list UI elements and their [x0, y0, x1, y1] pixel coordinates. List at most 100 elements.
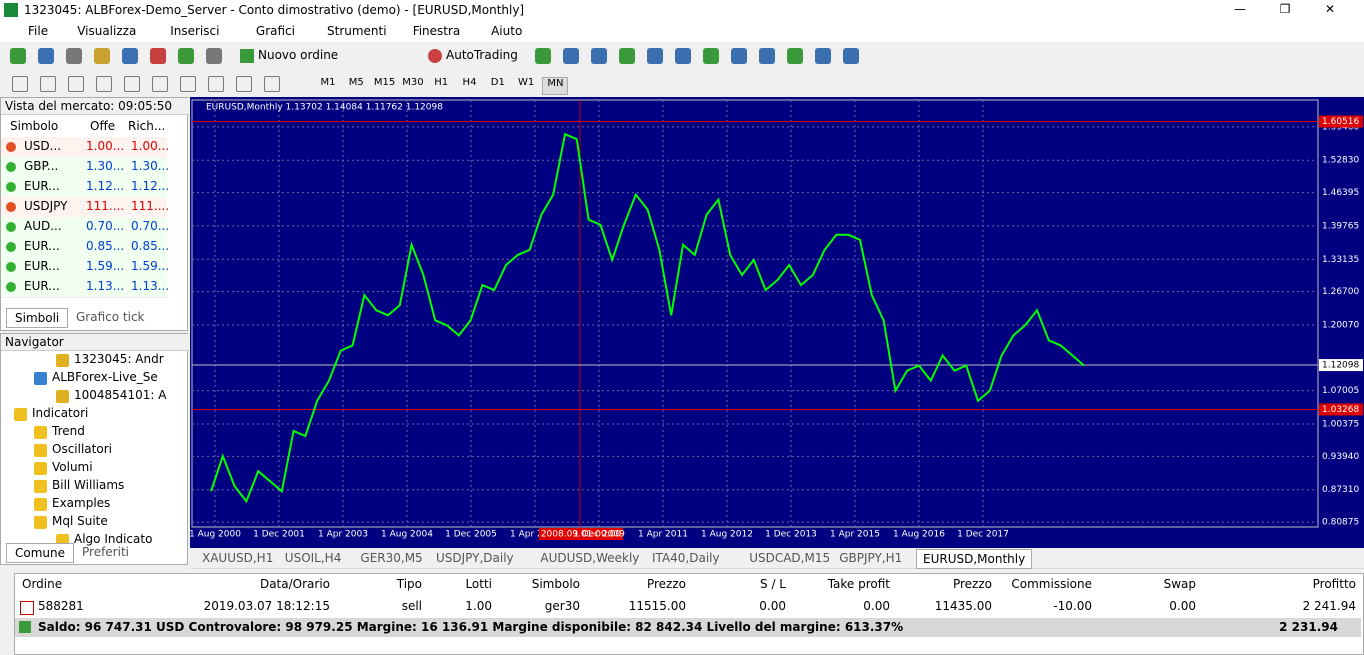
order-cell[interactable]: 588281	[38, 599, 84, 613]
tree-icon	[56, 390, 69, 403]
tool-icon[interactable]	[96, 76, 112, 92]
tree-item[interactable]: Examples	[52, 496, 111, 510]
order-cell[interactable]: 11435.00	[934, 599, 992, 613]
order-cell[interactable]: 2019.03.07 18:12:15	[203, 599, 330, 613]
toolbar-icon[interactable]	[731, 48, 747, 64]
order-cell[interactable]: 0.00	[1169, 599, 1196, 613]
order-cell[interactable]: 0.00	[759, 599, 786, 613]
chart-tab[interactable]: GBPJPY,H1	[839, 551, 903, 565]
new-order-button[interactable]: Nuovo ordine	[258, 48, 339, 62]
ask: 0.70...	[131, 219, 169, 233]
column-header: Offe	[90, 119, 116, 133]
price-tick-label: 1.20070	[1322, 320, 1359, 330]
order-cell[interactable]: 2 241.94	[1302, 599, 1356, 613]
direction-arrow	[6, 242, 16, 252]
tool-icon[interactable]	[236, 76, 252, 92]
tree-icon	[34, 480, 47, 493]
timeframe-button[interactable]: H1	[434, 77, 449, 88]
timeframe-button[interactable]: M15	[373, 77, 396, 88]
order-cell[interactable]: 11515.00	[628, 599, 686, 613]
tool-icon[interactable]	[180, 76, 196, 92]
menu-item[interactable]: Visualizza	[77, 24, 137, 38]
tree-item[interactable]: Volumi	[52, 460, 93, 474]
timeframe-button[interactable]: W1	[517, 77, 535, 88]
tree-item[interactable]: Bill Williams	[52, 478, 125, 492]
tree-item[interactable]: 1004854101: A	[74, 388, 167, 402]
order-cell[interactable]: 1.00	[465, 599, 492, 613]
timeframe-button[interactable]: M5	[348, 77, 364, 88]
toolbar-icon[interactable]	[675, 48, 691, 64]
window-button[interactable]: ❐	[1279, 2, 1291, 16]
toolbar-icon[interactable]	[843, 48, 859, 64]
tool-icon[interactable]	[124, 76, 140, 92]
tree-item[interactable]: ALBForex-Live_Se	[52, 370, 158, 384]
navigator-panel	[0, 333, 188, 565]
toolbar-icon[interactable]	[619, 48, 635, 64]
toolbar-icon[interactable]	[563, 48, 579, 64]
panel-tab[interactable]: Grafico tick	[76, 310, 145, 324]
toolbar-icon[interactable]	[535, 48, 551, 64]
menu-item[interactable]: Grafici	[255, 24, 295, 38]
price-row[interactable]	[1, 277, 167, 298]
timeframe-button[interactable]: M1	[320, 77, 336, 88]
tree-item[interactable]: Algo Indicato	[74, 532, 153, 546]
price-tick-label: 0.80875	[1322, 518, 1359, 528]
toolbar-icon[interactable]	[591, 48, 607, 64]
menu-item[interactable]: Finestra	[412, 24, 461, 38]
chart-tab[interactable]: EURUSD,Monthly	[916, 549, 1033, 569]
panel-tab[interactable]: Preferiti	[82, 545, 129, 559]
menu-item[interactable]: Inserisci	[170, 24, 220, 38]
toolbar-icon[interactable]	[38, 48, 54, 64]
tool-icon[interactable]	[208, 76, 224, 92]
order-icon[interactable]	[20, 601, 34, 615]
window-button[interactable]: —	[1234, 2, 1246, 16]
window-button[interactable]: ✕	[1324, 2, 1336, 16]
timeframe-button[interactable]: M30	[402, 77, 424, 88]
toolbar-icon[interactable]	[703, 48, 719, 64]
panel-tab[interactable]: Comune	[6, 543, 75, 563]
tree-item[interactable]: Indicatori	[32, 406, 89, 420]
toolbar-icon[interactable]	[647, 48, 663, 64]
order-cell[interactable]: -10.00	[1053, 599, 1092, 613]
tool-icon[interactable]	[152, 76, 168, 92]
tool-icon[interactable]	[68, 76, 84, 92]
menu-item[interactable]: Strumenti	[327, 24, 387, 38]
toolbar-icon[interactable]	[66, 48, 82, 64]
chart-tab[interactable]: ITA40,Daily	[652, 551, 720, 565]
panel-tab[interactable]: Simboli	[6, 308, 69, 328]
timeframe-button[interactable]: D1	[490, 77, 505, 88]
tree-item[interactable]: Mql Suite	[52, 514, 108, 528]
toolbar-icon[interactable]	[122, 48, 138, 64]
tree-item[interactable]: 1323045: Andr	[74, 352, 164, 366]
chart-tab[interactable]: XAUUSD,H1	[202, 551, 274, 565]
tool-icon[interactable]	[264, 76, 280, 92]
tree-item[interactable]: Oscillatori	[52, 442, 112, 456]
toolbar-icon[interactable]	[178, 48, 194, 64]
toolbar-icon[interactable]	[94, 48, 110, 64]
toolbar-icon[interactable]	[759, 48, 775, 64]
autotrading-button[interactable]: AutoTrading	[446, 48, 518, 62]
menu-item[interactable]: File	[28, 24, 49, 38]
new-order-icon[interactable]	[240, 49, 254, 63]
autotrading-icon[interactable]	[428, 49, 442, 63]
chart-tab[interactable]: USOIL,H4	[284, 551, 342, 565]
toolbar-icon[interactable]	[10, 48, 26, 64]
tree-item[interactable]: Trend	[52, 424, 85, 438]
toolbar-icon[interactable]	[206, 48, 222, 64]
navigator-title: Navigator	[1, 334, 189, 351]
timeframe-button[interactable]: H4	[462, 77, 477, 88]
toolbar-icon[interactable]	[787, 48, 803, 64]
tool-icon[interactable]	[12, 76, 28, 92]
timeframe-button[interactable]: MN	[542, 77, 569, 95]
chart-tab[interactable]: USDJPY,Daily	[436, 551, 514, 565]
order-cell[interactable]: ger30	[544, 599, 580, 613]
order-cell[interactable]: 0.00	[863, 599, 890, 613]
toolbar-icon[interactable]	[150, 48, 166, 64]
order-cell[interactable]: sell	[401, 599, 422, 613]
toolbar-icon[interactable]	[815, 48, 831, 64]
chart-tab[interactable]: USDCAD,M15	[749, 551, 831, 565]
tool-icon[interactable]	[40, 76, 56, 92]
menu-item[interactable]: Aiuto	[491, 24, 523, 38]
chart-tab[interactable]: GER30,M5	[360, 551, 423, 565]
chart-tab[interactable]: AUDUSD,Weekly	[540, 551, 640, 565]
